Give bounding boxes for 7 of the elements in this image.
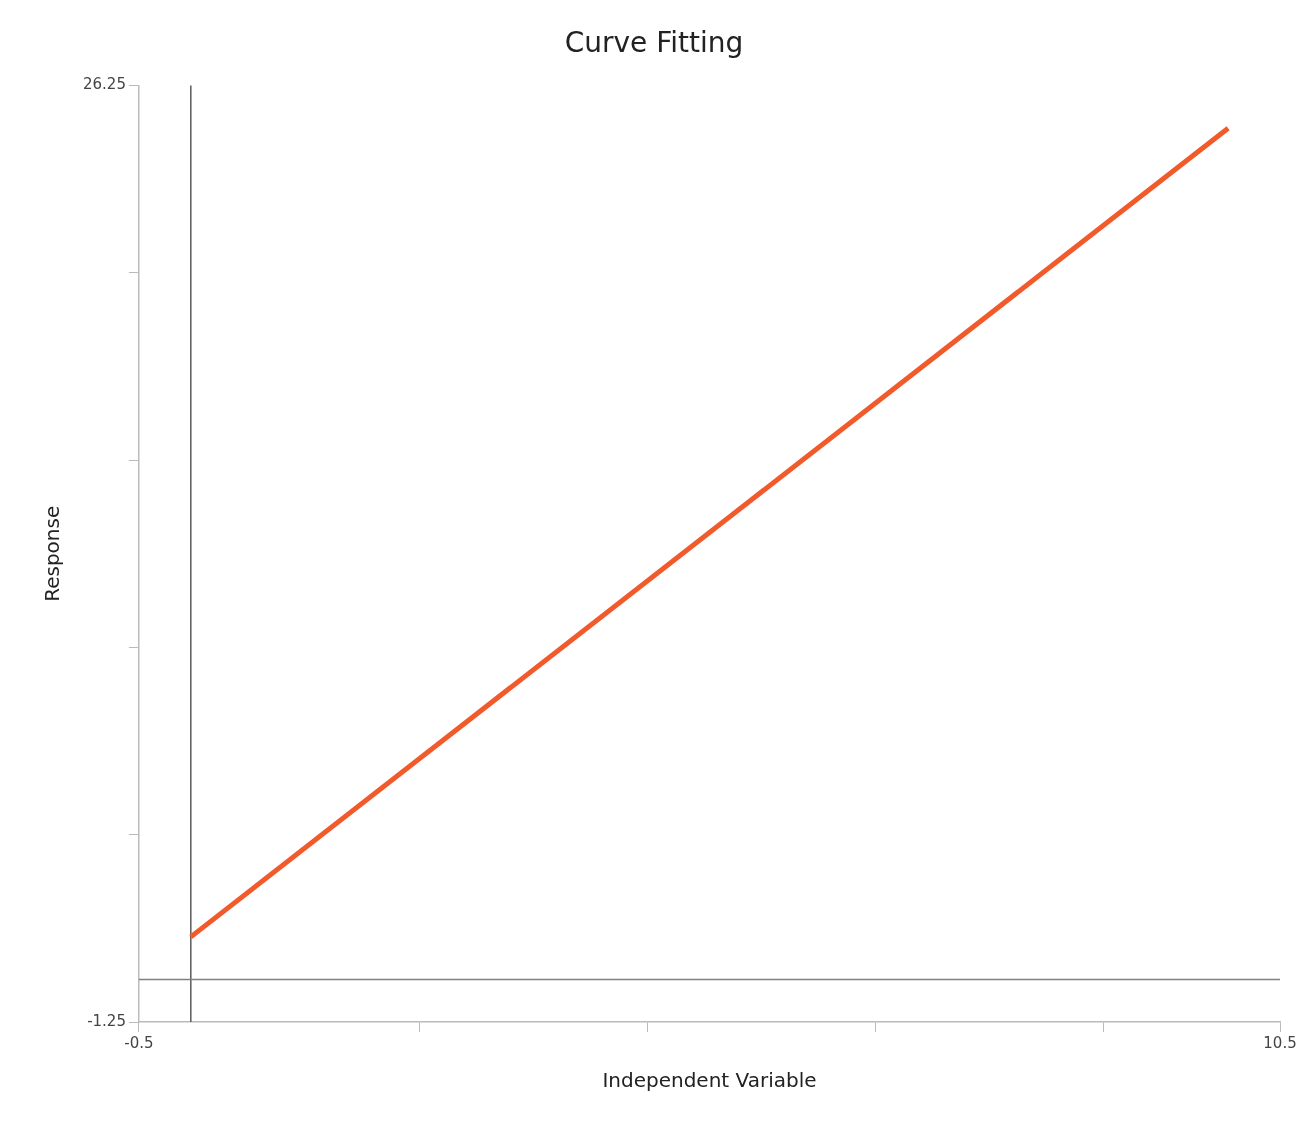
y-tick-label: 26.25 <box>82 75 126 94</box>
y-axis-title: Response <box>40 505 65 602</box>
y-tick-label: -1.25 <box>87 1011 126 1030</box>
x-tick-label: 10.5 <box>1263 1033 1297 1052</box>
x-axis-title: Independent Variable <box>602 1068 817 1093</box>
x-tick-label: -0.5 <box>124 1033 154 1052</box>
chart-title: Curve Fitting <box>564 26 744 60</box>
